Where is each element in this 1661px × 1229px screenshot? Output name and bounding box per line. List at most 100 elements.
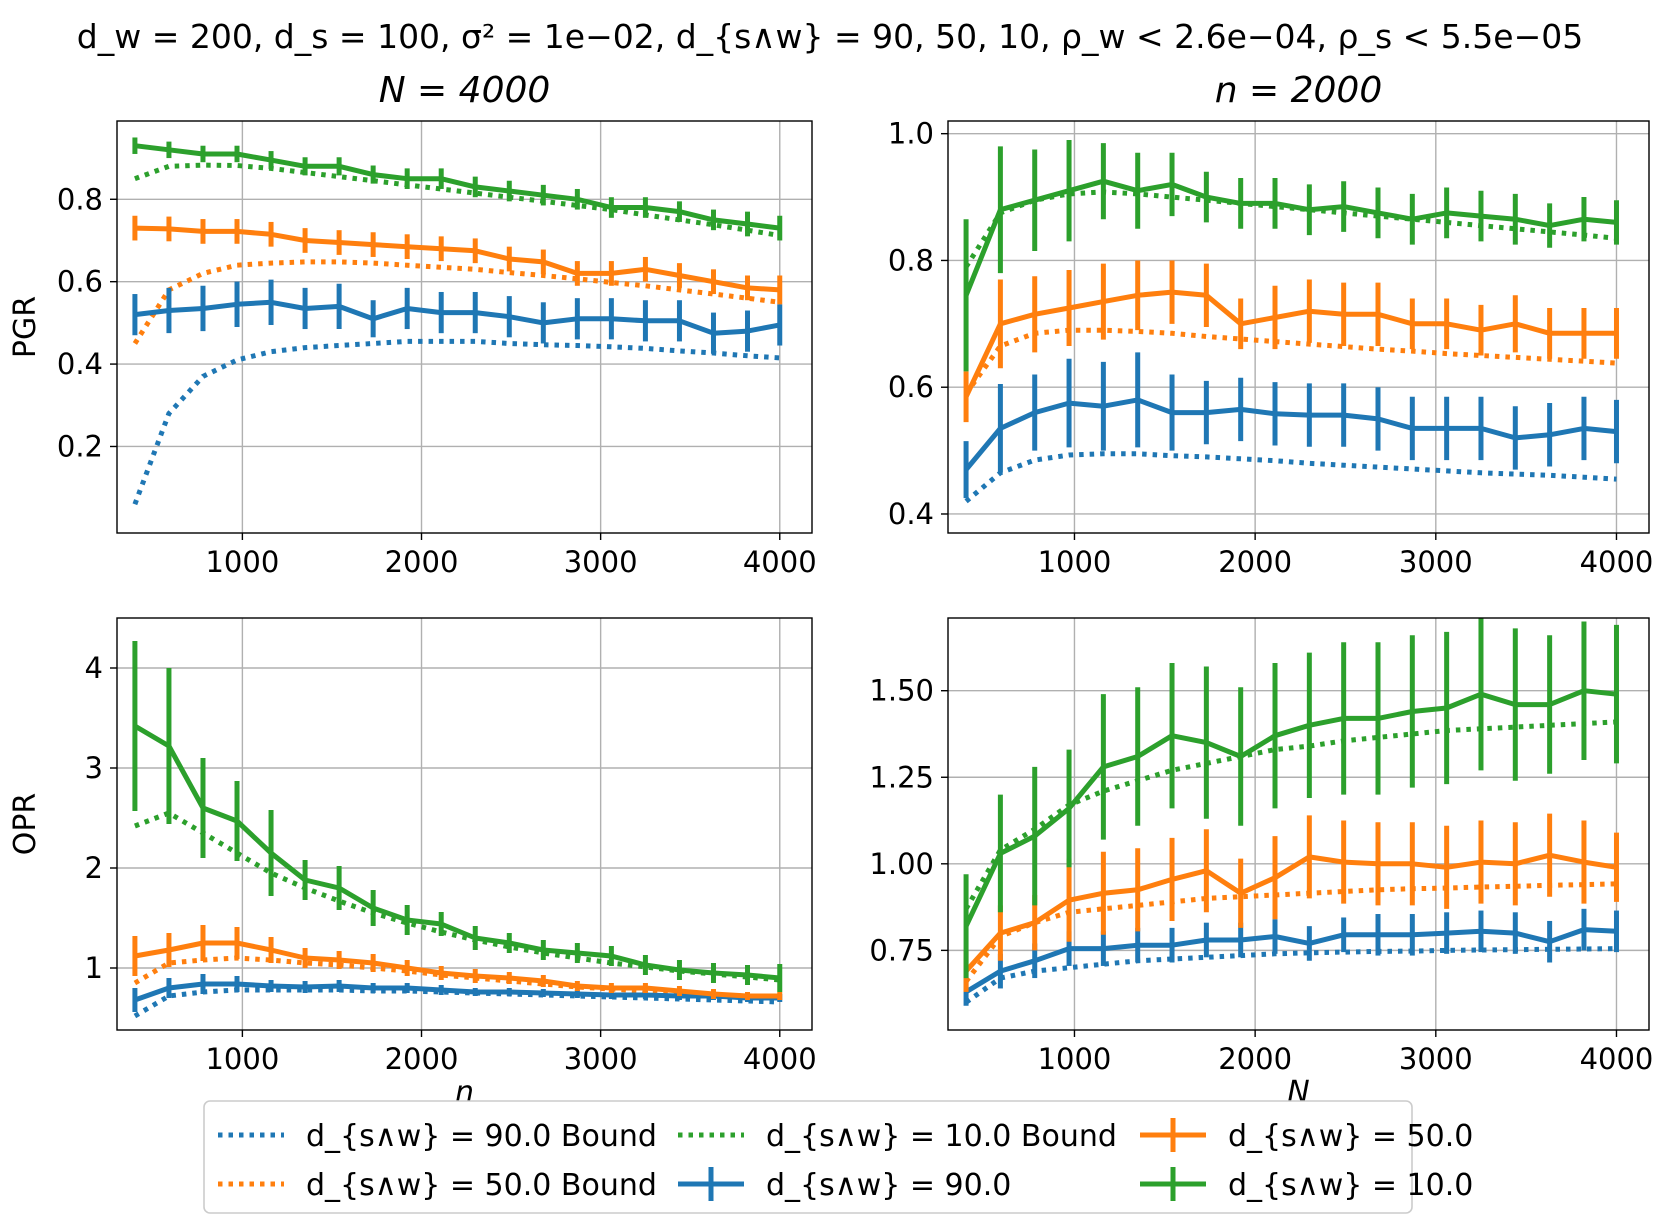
mean-line [133,723,781,981]
y-tick-label: 1 [85,951,103,985]
series-green-errorbar [132,137,783,241]
series-orange-errorbar [963,813,1619,992]
x-tick-label: 1000 [1038,545,1112,579]
mean-line [964,852,1617,973]
bound-line [132,259,781,345]
bound-line [964,946,1617,1005]
x-tick-label: 4000 [1580,1042,1654,1076]
legend-label: d_{s∧w} = 90.0 Bound [306,1119,657,1154]
mean-line [134,299,781,336]
y-tick-label: 0.4 [888,497,934,531]
x-tick-label: 1000 [205,545,279,579]
bound-line [134,810,781,983]
series-blue-errorbar [963,352,1619,499]
legend-label: d_{s∧w} = 50.0 [1228,1119,1473,1154]
y-tick-label: 0.8 [57,182,103,216]
series-green-errorbar [132,641,783,992]
axes-frame [947,617,1650,1031]
legend-entry: d_{s∧w} = 90.0 [678,1167,1011,1203]
series-green-errorbar [963,618,1619,979]
legend: d_{s∧w} = 90.0 Bound d_{s∧w} = 50.0 Bound… [203,1100,1473,1214]
mean-line [134,940,780,999]
series-green-dotted [134,810,781,983]
x-tick-label: 2000 [385,1042,459,1076]
series-blue-errorbar [963,908,1619,1006]
x-tick-label: 3000 [1399,1042,1473,1076]
legend-entry: d_{s∧w} = 50.0 [1140,1118,1473,1154]
y-tick-label: 4 [85,651,103,685]
series-orange-dotted [132,259,781,345]
series-blue-dotted [964,946,1617,1005]
legend-label: d_{s∧w} = 50.0 Bound [306,1168,657,1203]
y-tick-label: 1.0 [888,117,934,151]
series-green-dotted [134,162,781,238]
axes-frame [116,120,813,534]
legend-label: d_{s∧w} = 90.0 [766,1168,1011,1203]
bound-line [963,719,1617,911]
figure-suptitle: d_w = 200, d_s = 100, σ² = 1e−02, d_{s∧w… [77,17,1583,56]
x-tick-label: 3000 [1399,545,1473,579]
y-tick-label: 0.6 [888,370,934,404]
bound-line [964,451,1617,504]
y-tick-label: 0.75 [869,933,934,967]
bound-line [963,189,1617,269]
y-tick-label: 3 [85,751,103,785]
y-axis-label: PGR [8,296,43,358]
bound-line [134,162,781,238]
x-tick-label: 3000 [564,1042,638,1076]
series-green-dotted [963,719,1617,911]
panel-title: N = 4000 [379,70,551,111]
x-tick-label: 2000 [1218,1042,1292,1076]
legend-entry: d_{s∧w} = 10.0 Bound [678,1119,1117,1154]
x-tick-label: 4000 [743,545,817,579]
y-axis-label: OPR [8,793,43,856]
bound-line [132,338,780,506]
axes-frame [947,120,1650,534]
series-orange-errorbar [132,215,783,305]
legend-box [203,1100,1413,1214]
legend-label: d_{s∧w} = 10.0 Bound [766,1119,1117,1154]
panels: 1000 2000 3000 4000 0.2 0.4 0.6 0.8 N = 4000 PGR 1… [8,70,1653,1110]
y-tick-label: 0.6 [57,265,103,299]
x-tick-label: 2000 [1218,545,1292,579]
panel-tl: 1000 2000 3000 4000 0.2 0.4 0.6 0.8 N = 4000 PGR [8,70,817,579]
x-tick-label: 3000 [564,545,638,579]
bound-line [964,327,1617,396]
legend-entry: d_{s∧w} = 10.0 [1140,1167,1473,1203]
legend-label: d_{s∧w} = 10.0 [1228,1168,1473,1203]
mean-line [134,143,781,231]
legend-entry: d_{s∧w} = 90.0 Bound [218,1119,657,1154]
mean-line [964,397,1617,472]
y-tick-label: 1.50 [869,674,934,708]
series-green-errorbar [963,140,1619,372]
legend-entry: d_{s∧w} = 50.0 Bound [218,1168,657,1203]
mean-line [134,225,780,293]
x-tick-label: 4000 [743,1042,817,1076]
y-tick-label: 0.8 [888,243,934,277]
mean-line [134,981,780,1003]
panel-tr: 1000 2000 3000 4000 0.4 0.6 0.8 1.0 n = 2000 [888,70,1654,579]
mean-line [963,289,1617,398]
x-tick-label: 4000 [1580,545,1654,579]
x-tick-label: 1000 [205,1042,279,1076]
series-blue-dotted [132,338,780,506]
y-tick-label: 1.00 [869,847,934,881]
bound-line [964,881,1617,984]
series-orange-dotted [964,881,1617,984]
mean-line [963,688,1617,928]
axes-frame [116,617,813,1031]
series-orange-errorbar [132,925,783,1000]
mean-line [963,178,1617,297]
y-tick-label: 2 [85,851,103,885]
y-tick-label: 0.2 [57,429,103,463]
y-tick-label: 0.4 [57,347,103,381]
series-orange-errorbar [963,260,1619,423]
y-tick-label: 1.25 [869,760,934,794]
mean-line [964,927,1617,995]
x-tick-label: 1000 [1038,1042,1112,1076]
series-orange-dotted [964,327,1617,396]
series-green-dotted [963,189,1617,269]
